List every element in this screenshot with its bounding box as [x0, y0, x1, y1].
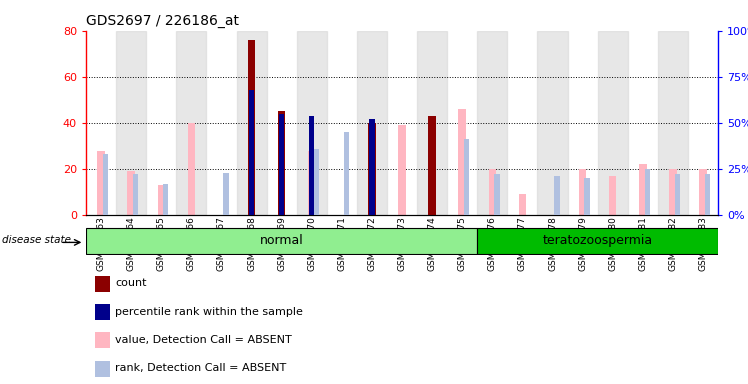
Text: count: count [115, 278, 147, 288]
Bar [278, 123, 286, 215]
Bar [645, 169, 650, 215]
Bar [584, 178, 590, 215]
Text: normal: normal [260, 235, 304, 247]
Bar [429, 116, 436, 215]
Bar [279, 114, 284, 215]
Text: percentile rank within the sample: percentile rank within the sample [115, 306, 303, 316]
Bar [518, 194, 526, 215]
Bar [398, 125, 406, 215]
Bar [163, 184, 168, 215]
Bar [417, 31, 447, 215]
Bar [579, 169, 586, 215]
Bar [675, 174, 680, 215]
Bar [554, 176, 560, 215]
Bar [705, 174, 711, 215]
Bar [248, 40, 255, 215]
Bar [477, 31, 507, 215]
Bar [95, 276, 110, 292]
Bar [133, 174, 138, 215]
Bar [95, 304, 110, 320]
Bar [97, 151, 105, 215]
Bar [494, 174, 500, 215]
Bar [464, 139, 470, 215]
Bar [429, 123, 436, 215]
Bar [236, 31, 266, 215]
Bar [309, 116, 314, 215]
Text: GDS2697 / 226186_at: GDS2697 / 226186_at [86, 14, 239, 28]
Text: teratozoospermia: teratozoospermia [542, 235, 653, 247]
Bar [223, 173, 229, 215]
Text: disease state: disease state [1, 235, 71, 245]
Text: rank, Detection Call = ABSENT: rank, Detection Call = ABSENT [115, 363, 286, 373]
Bar [477, 228, 718, 254]
Bar [308, 151, 316, 215]
Bar [343, 132, 349, 215]
Bar [598, 31, 628, 215]
Bar [313, 149, 319, 215]
Bar [669, 169, 677, 215]
Bar [370, 119, 375, 215]
Bar [357, 31, 387, 215]
Bar [488, 169, 496, 215]
Bar [95, 361, 110, 377]
Bar [86, 228, 477, 254]
Bar [249, 90, 254, 215]
Bar [368, 123, 375, 215]
Bar [103, 154, 108, 215]
Bar [278, 111, 286, 215]
Bar [658, 31, 688, 215]
Bar [127, 171, 135, 215]
Bar [158, 185, 165, 215]
Bar [177, 31, 206, 215]
Bar [609, 176, 616, 215]
Text: value, Detection Call = ABSENT: value, Detection Call = ABSENT [115, 335, 292, 345]
Bar [699, 169, 707, 215]
Bar [459, 109, 466, 215]
Bar [297, 31, 327, 215]
Bar [188, 123, 195, 215]
Bar [538, 31, 568, 215]
Bar [639, 164, 646, 215]
Bar [95, 333, 110, 348]
Bar [116, 31, 146, 215]
